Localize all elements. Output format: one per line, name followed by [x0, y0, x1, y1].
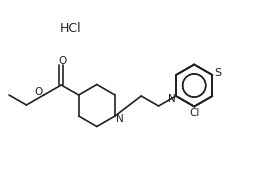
Text: N: N	[168, 94, 176, 104]
Text: HCl: HCl	[60, 22, 81, 35]
Text: Cl: Cl	[189, 108, 199, 117]
Text: O: O	[58, 56, 66, 66]
Text: O: O	[35, 87, 43, 97]
Text: S: S	[214, 68, 221, 78]
Text: N: N	[116, 114, 124, 124]
